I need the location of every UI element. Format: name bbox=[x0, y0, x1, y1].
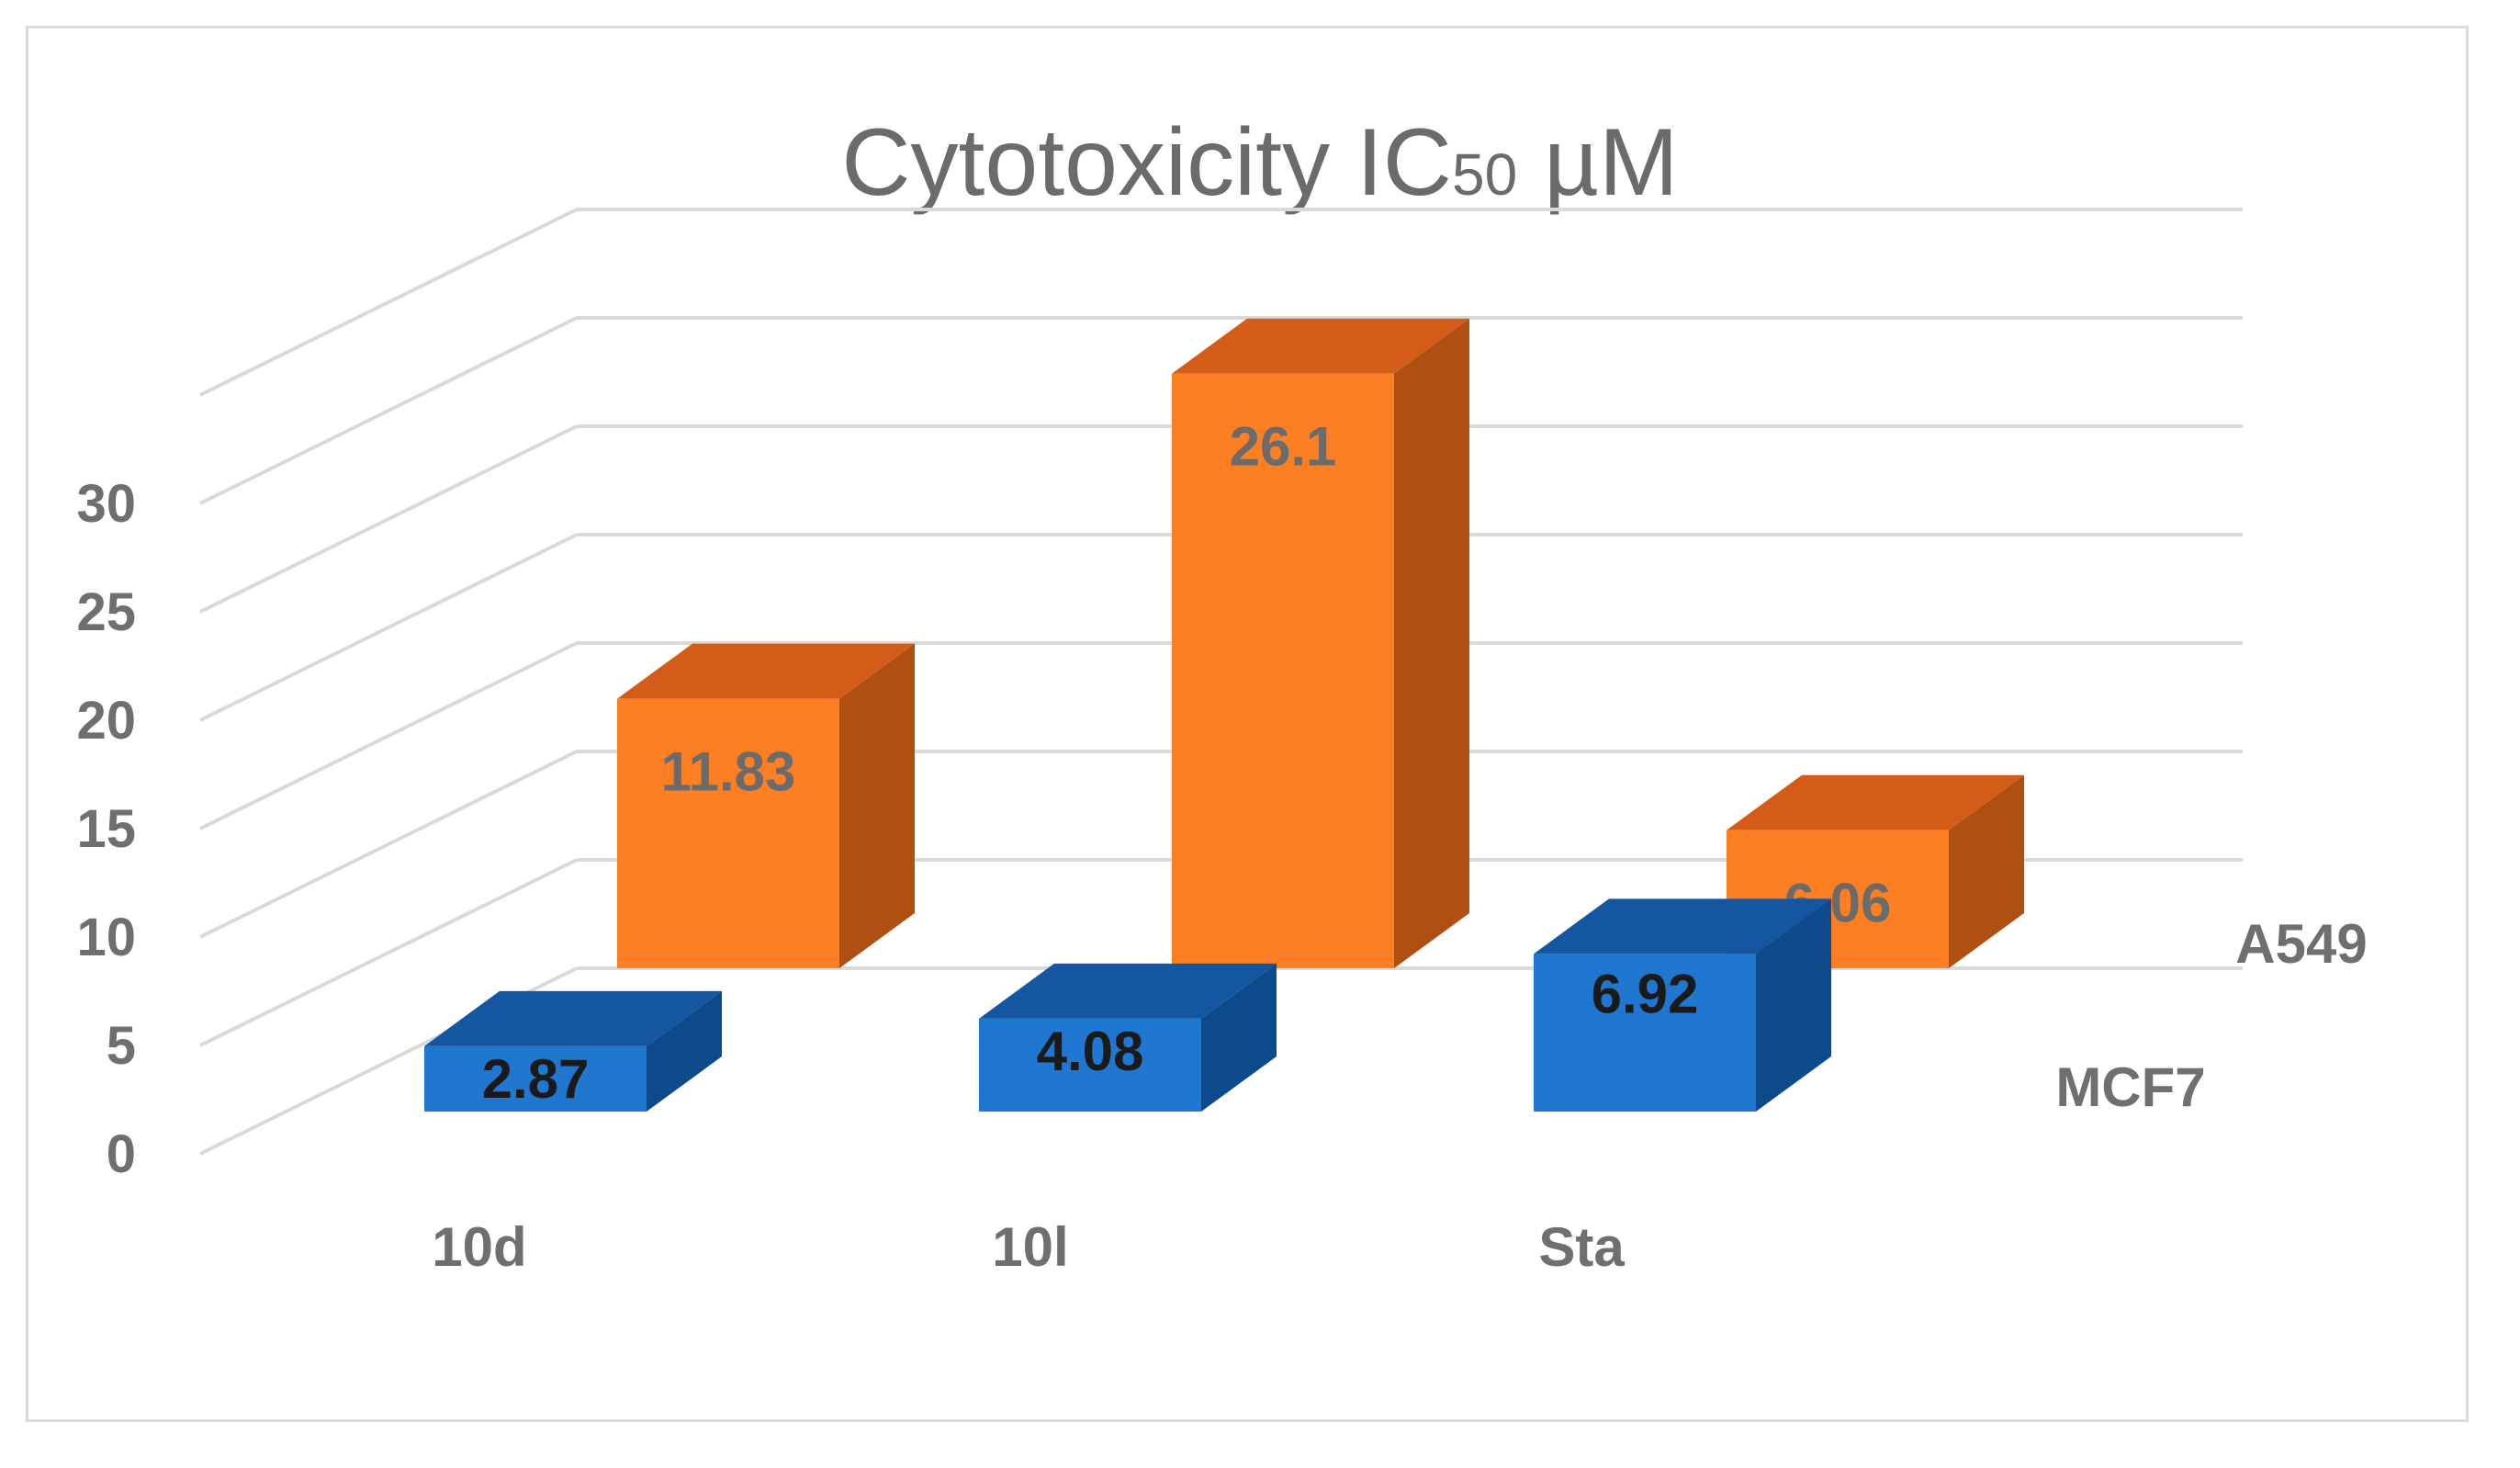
bar-top-face bbox=[424, 990, 722, 1046]
bar-MCF7-10d: 2.87 bbox=[424, 990, 722, 1112]
gridline-diagonal-6 bbox=[199, 316, 578, 505]
gridline-diagonal-2 bbox=[199, 750, 578, 939]
data-label-MCF7-Sta: 6.92 bbox=[1592, 963, 1699, 1024]
ytick-label: 10 bbox=[76, 908, 136, 967]
gridline-diagonal-1 bbox=[199, 858, 578, 1047]
bar-side-face bbox=[1394, 318, 1469, 969]
bar-top-face bbox=[617, 643, 915, 699]
ytick-label: 30 bbox=[76, 474, 136, 534]
bar-side-face bbox=[839, 643, 915, 968]
ytick-label: 15 bbox=[76, 799, 136, 859]
ytick-label: 5 bbox=[107, 1016, 136, 1076]
ytick-label: 0 bbox=[107, 1124, 136, 1184]
bar-front-face bbox=[424, 1045, 647, 1112]
series-label-MCF7: MCF7 bbox=[2055, 1056, 2205, 1118]
x-axis-categories: 10d 10l Sta bbox=[432, 1216, 1625, 1278]
series-labels: MCF7 A549 bbox=[2055, 913, 2367, 1118]
bar-side-face bbox=[1949, 774, 2024, 968]
gridline-diagonal-7 bbox=[199, 208, 578, 397]
category-label-10d: 10d bbox=[432, 1216, 526, 1278]
data-label-A549-10l: 26.1 bbox=[1230, 416, 1337, 478]
bar-top-face bbox=[1172, 318, 1469, 374]
bar-side-face bbox=[647, 990, 722, 1112]
bar-MCF7-Sta: 6.92 bbox=[1534, 898, 1831, 1112]
bar-front-face bbox=[1172, 373, 1394, 969]
chart-title: Cytotoxicity IC50 µM bbox=[841, 109, 1678, 216]
category-label-10l: 10l bbox=[992, 1216, 1068, 1278]
bar-front-face bbox=[617, 698, 839, 968]
bar-front-face bbox=[979, 1018, 1201, 1112]
bar-front-face bbox=[1534, 954, 1756, 1112]
gridline-diagonal-3 bbox=[199, 641, 578, 830]
category-label-Sta: Sta bbox=[1538, 1216, 1625, 1278]
gridline-diagonal-5 bbox=[199, 424, 578, 614]
bar-top-face bbox=[1534, 898, 1831, 954]
bar-side-face bbox=[1201, 963, 1277, 1112]
data-label-A549-10d: 11.83 bbox=[661, 741, 796, 803]
ytick-label: 25 bbox=[76, 582, 136, 642]
y-axis-ticks: 0 5 10 15 20 25 30 bbox=[76, 474, 136, 1184]
data-label-MCF7-10d: 2.87 bbox=[482, 1048, 590, 1110]
bar-side-face bbox=[1756, 898, 1831, 1112]
bar-top-face bbox=[979, 963, 1277, 1019]
gridline-diagonal-4 bbox=[199, 533, 578, 722]
bar-A549-10d: 11.83 bbox=[617, 643, 915, 968]
series-label-A549: A549 bbox=[2235, 913, 2367, 975]
bar-MCF7-10l: 4.08 bbox=[979, 963, 1277, 1112]
ytick-label: 20 bbox=[76, 691, 136, 751]
data-label-MCF7-10l: 4.08 bbox=[1037, 1021, 1144, 1082]
bar-top-face bbox=[1727, 774, 2024, 830]
bar-A549-10l: 26.1 bbox=[1172, 318, 1469, 969]
